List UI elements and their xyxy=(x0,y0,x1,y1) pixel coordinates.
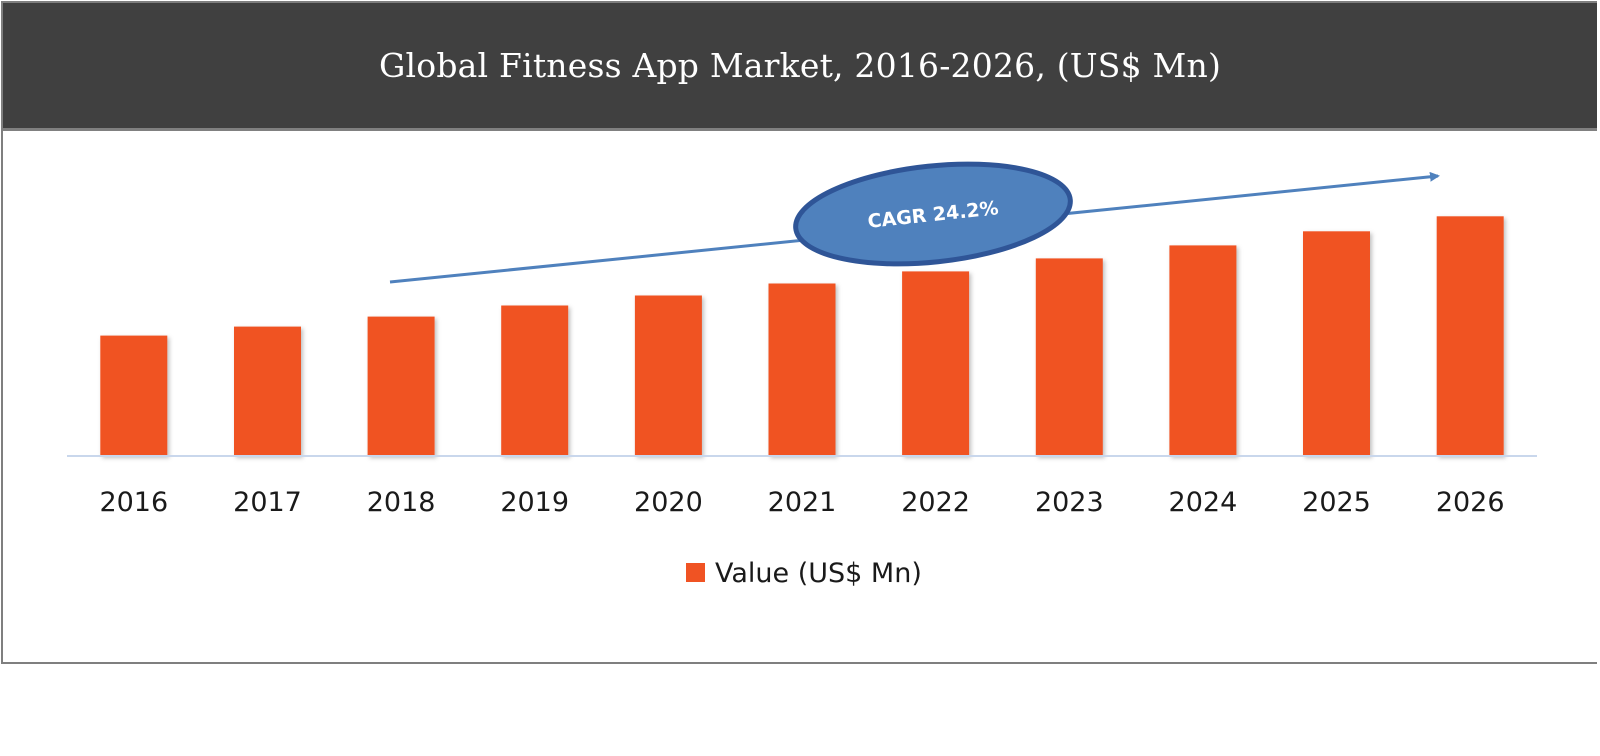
x-tick-label: 2025 xyxy=(1302,487,1371,518)
legend: Value (US$ Mn) xyxy=(686,558,922,589)
bar-2017 xyxy=(234,326,301,456)
x-tick-label: 2023 xyxy=(1035,487,1104,518)
bar-2026 xyxy=(1436,216,1504,456)
x-tick-label: 2016 xyxy=(99,487,168,518)
bar-2023 xyxy=(1035,258,1103,456)
bar-2016 xyxy=(100,335,168,456)
cagr-ellipse xyxy=(793,161,1073,267)
x-tick-label: 2017 xyxy=(233,487,302,518)
x-tick-label: 2026 xyxy=(1436,487,1505,518)
bar-2022 xyxy=(902,271,970,456)
x-tick-label: 2022 xyxy=(901,487,970,518)
x-tick-label: 2018 xyxy=(367,487,436,518)
chart-title: Global Fitness App Market, 2016-2026, (U… xyxy=(378,46,1222,85)
x-tick-label: 2020 xyxy=(634,487,703,518)
bar-2025 xyxy=(1303,231,1370,456)
legend-swatch xyxy=(686,563,705,582)
legend-label: Value (US$ Mn) xyxy=(715,558,922,589)
x-tick-label: 2019 xyxy=(500,487,569,518)
bar-2019 xyxy=(501,305,569,456)
bar-2018 xyxy=(367,316,435,456)
bar-2024 xyxy=(1169,245,1237,456)
x-tick-label: 2024 xyxy=(1169,487,1238,518)
x-tick-label: 2021 xyxy=(768,487,837,518)
title-bar: Global Fitness App Market, 2016-2026, (U… xyxy=(3,3,1597,131)
bar-2021 xyxy=(768,283,836,456)
bar-2020 xyxy=(634,295,702,456)
